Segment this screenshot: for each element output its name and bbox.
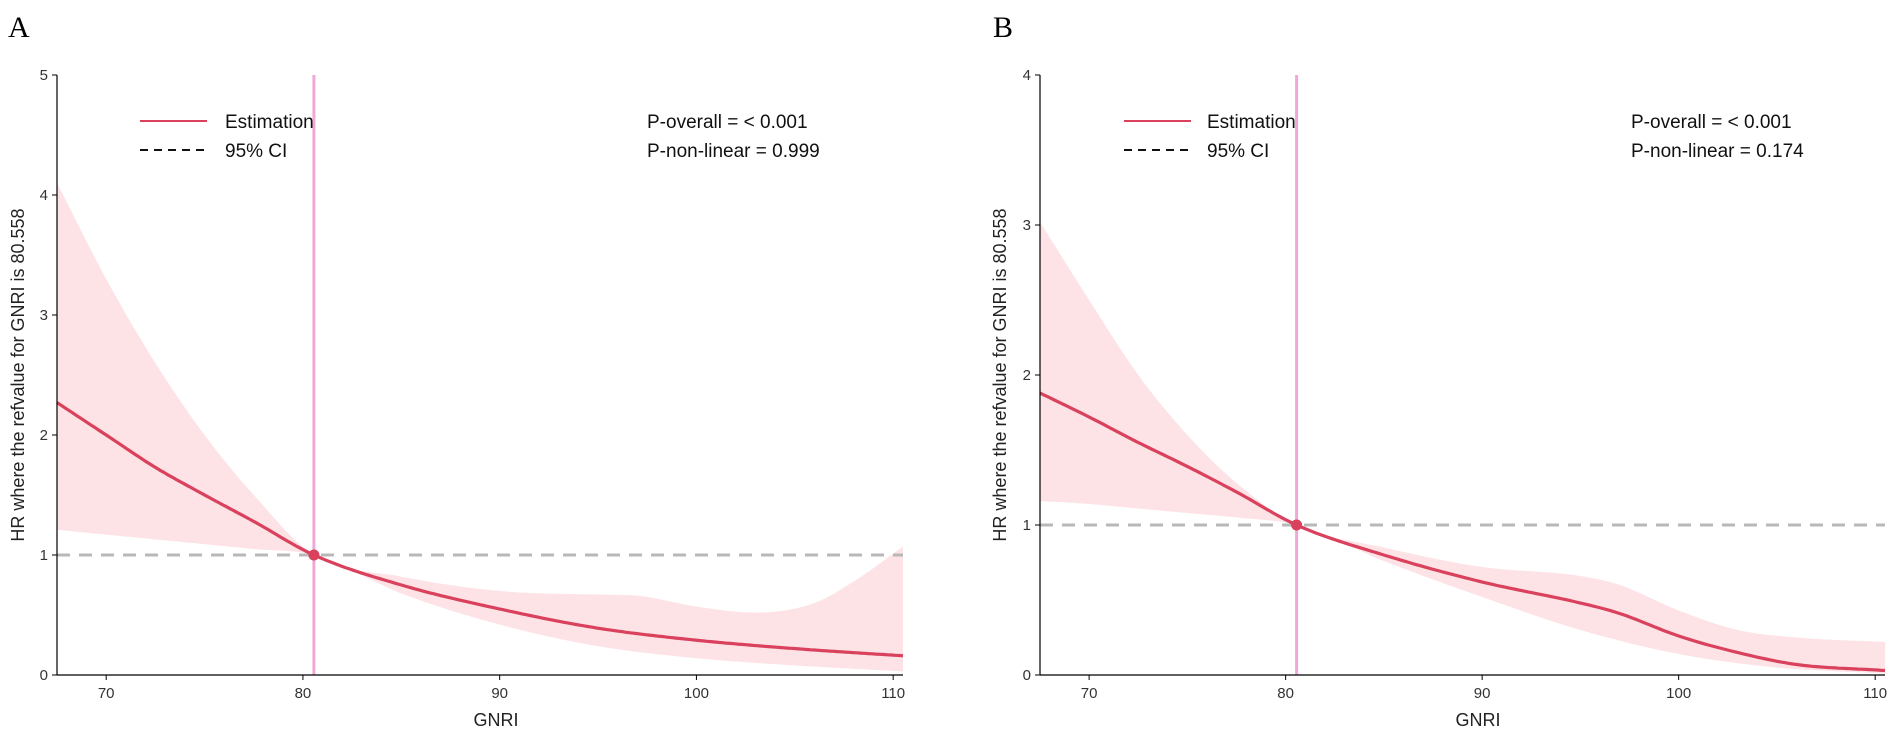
y-tick-label: 2 xyxy=(40,427,48,444)
x-tick-label: 70 xyxy=(98,685,115,702)
x-tick-label: 80 xyxy=(1277,685,1294,702)
x-tick-label: 110 xyxy=(881,685,905,702)
panel-b: B 0 1 2 3 4 70 80 90 100 110 GNRI HR where the re… xyxy=(990,11,1887,730)
x-axis-title: GNRI xyxy=(474,710,519,730)
legend-estimation-label: Estimation xyxy=(225,112,314,133)
p-overall-annotation: P-overall = < 0.001 xyxy=(647,112,808,133)
panel-label: A xyxy=(8,11,30,44)
y-axis-title: HR where the refvalue for GNRI is 80.558 xyxy=(990,208,1010,541)
x-tick-label: 90 xyxy=(1474,685,1491,702)
y-tick-label: 1 xyxy=(1023,517,1031,534)
y-tick-label: 4 xyxy=(1023,67,1031,84)
x-tick-label: 70 xyxy=(1081,685,1098,702)
legend: Estimation 95% CI xyxy=(1124,112,1296,162)
reference-point xyxy=(1291,519,1303,531)
y-axis-title: HR where the refvalue for GNRI is 80.558 xyxy=(8,208,28,541)
y-tick-label: 3 xyxy=(40,307,48,324)
y-tick-label: 1 xyxy=(40,547,48,564)
y-tick-label: 5 xyxy=(40,67,48,84)
legend-estimation-label: Estimation xyxy=(1207,112,1296,133)
legend-ci-label: 95% CI xyxy=(1207,141,1269,162)
estimation-line xyxy=(1039,391,1886,673)
y-tick-label: 3 xyxy=(1023,217,1031,234)
p-overall-annotation: P-overall = < 0.001 xyxy=(1631,112,1792,133)
legend-ci-label: 95% CI xyxy=(225,141,287,162)
x-tick-label: 100 xyxy=(1666,685,1691,702)
x-tick-label: 90 xyxy=(491,685,508,702)
y-tick-label: 2 xyxy=(1023,367,1031,384)
panel-a: A 0 1 2 3 4 5 70 80 90 100 110 GNRI HR where the r… xyxy=(8,11,905,730)
ci-band xyxy=(1040,222,1885,674)
y-tick-label: 0 xyxy=(40,667,48,684)
x-tick-label: 80 xyxy=(295,685,312,702)
y-tick-label: 0 xyxy=(1023,667,1031,684)
p-nonlinear-annotation: P-non-linear = 0.174 xyxy=(1631,141,1804,162)
y-tick-label: 4 xyxy=(40,187,48,204)
ci-band xyxy=(57,183,903,672)
x-tick-label: 100 xyxy=(684,685,709,702)
legend: Estimation 95% CI xyxy=(140,112,314,162)
panel-label: B xyxy=(993,11,1013,44)
x-tick-label: 110 xyxy=(1863,685,1887,702)
reference-point xyxy=(308,549,320,561)
estimation-line xyxy=(56,401,904,658)
p-nonlinear-annotation: P-non-linear = 0.999 xyxy=(647,141,820,162)
x-axis-title: GNRI xyxy=(1456,710,1501,730)
